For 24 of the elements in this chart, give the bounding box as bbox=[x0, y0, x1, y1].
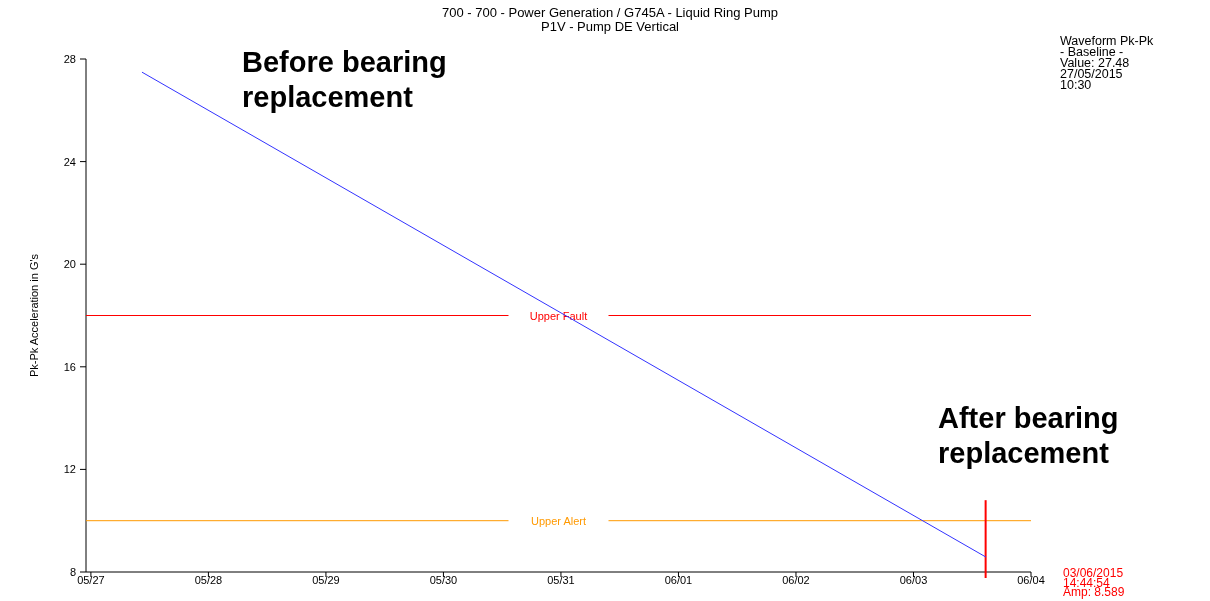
y-tick-label: 8 bbox=[69, 566, 76, 578]
annotation: Before bearing replacement bbox=[242, 46, 447, 113]
x-tick-label: 06/01 bbox=[664, 574, 693, 586]
y-tick-label: 20 bbox=[63, 258, 76, 271]
ref-line-label: Upper Fault bbox=[529, 309, 588, 322]
x-tick-label: 05/27 bbox=[77, 574, 105, 586]
chart-subtitle: P1V - Pump DE Vertical bbox=[541, 19, 680, 34]
text: Waveform Pk-Pk - Baseline - Value: 27.48 27/05/2015 10:30 bbox=[1060, 34, 1155, 92]
y-tick-label: 24 bbox=[63, 155, 76, 168]
chart-title: 700 - 700 - Power Generation / G745A - Liquid Ring Pump bbox=[441, 5, 779, 20]
x-tick-label: 05/29 bbox=[312, 574, 340, 586]
y-tick-label: 12 bbox=[63, 463, 76, 476]
x-tick-label: 06/04 bbox=[1017, 574, 1045, 586]
y-tick-label: 28 bbox=[63, 53, 76, 65]
y-tick-label: 16 bbox=[63, 360, 76, 373]
y-axis-title: Pk-Pk Acceleration in G's bbox=[28, 253, 40, 378]
annotation: After bearing replacement bbox=[938, 402, 1119, 469]
x-tick-label: 06/03 bbox=[899, 574, 928, 586]
ref-line-label: Upper Alert bbox=[530, 514, 587, 527]
x-tick-label: 06/02 bbox=[782, 574, 810, 586]
x-tick-label: 05/28 bbox=[194, 574, 223, 586]
text: 03/06/2015 14:44:54 Amp: 8.589 bbox=[1063, 566, 1125, 599]
x-tick-label: 05/30 bbox=[429, 574, 458, 586]
x-tick-label: 05/31 bbox=[547, 574, 575, 586]
